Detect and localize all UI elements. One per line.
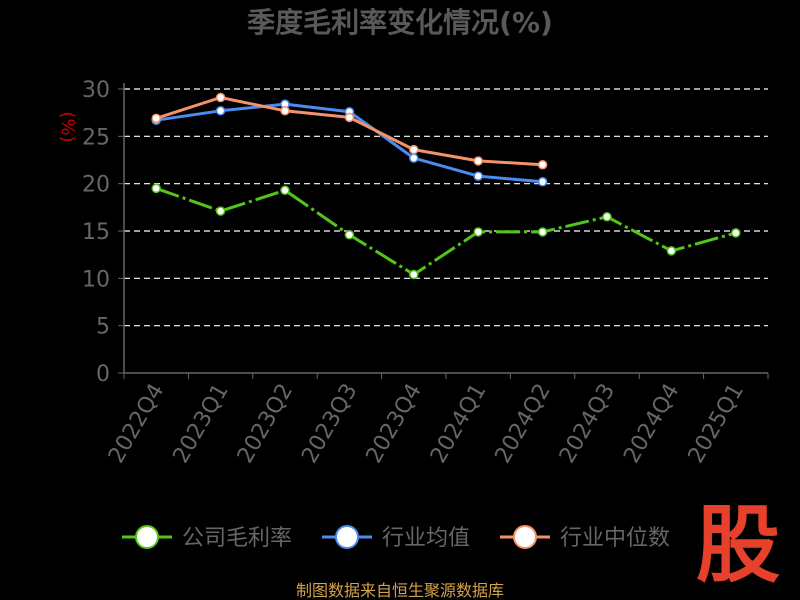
y-tick-label: 0 [96,362,110,387]
data-point [151,183,161,194]
series-line-0 [155,186,737,276]
data-point [537,159,548,170]
data-point [409,269,419,280]
legend-marker [335,525,359,549]
gridlines [124,88,768,327]
x-tick-labels: 2022Q4 2023Q1 2023Q2 2023Q3 2023Q4 2024Q1 2024… [104,373,769,468]
x-tick-label: 2024Q3 [555,380,620,468]
legend-marker [135,525,159,549]
data-point [473,227,483,237]
x-tick-label: 2023Q3 [297,380,362,468]
x-tick-label: 2024Q1 [426,380,491,468]
x-tick-label: 2024Q4 [619,380,684,468]
data-point [280,185,290,196]
data-point [215,106,226,116]
data-point [666,246,677,256]
legend: 公司毛利率 行业均值 行业中位数 [122,525,670,551]
legend-label: 行业中位数 [560,526,670,551]
y-tick-label: 25 [82,125,110,150]
legend-label: 公司毛利率 [182,526,292,551]
chart-title: 季度毛利率变化情况(%) [247,6,553,39]
data-point [215,92,226,103]
brand-logo: 股 [696,496,780,594]
data-point [344,230,355,240]
legend-label: 行业均值 [382,526,470,551]
y-tick-labels: 0 5 10 15 20 25 30 [82,78,124,387]
x-tick-label: 2024Q2 [490,380,555,468]
x-tick-label: 2025Q1 [684,380,749,468]
y-axis-label: (%) [57,111,78,142]
data-point [409,153,419,163]
axes [123,83,768,374]
data-point [602,212,612,222]
y-tick-label: 10 [82,267,110,292]
data-point [409,144,419,155]
x-tick-label: 2023Q1 [168,380,233,468]
y-tick-label: 5 [96,315,110,340]
data-point [344,112,355,123]
data-point [151,113,161,124]
x-tick-label: 2023Q4 [362,380,427,468]
data-point [280,106,290,116]
legend-marker [513,525,537,549]
source-note: 制图数据来自恒生聚源数据库 [296,581,504,600]
data-point [537,177,548,187]
x-tick-label: 2022Q4 [104,380,169,468]
y-tick-label: 15 [82,220,110,245]
data-point [473,156,483,166]
series-lines [151,92,741,280]
data-point [731,228,741,238]
data-point [215,206,226,216]
y-tick-label: 30 [82,78,110,103]
x-tick-label: 2023Q2 [233,380,298,468]
y-tick-label: 20 [82,173,110,198]
data-point [473,171,483,181]
data-point [537,227,548,237]
